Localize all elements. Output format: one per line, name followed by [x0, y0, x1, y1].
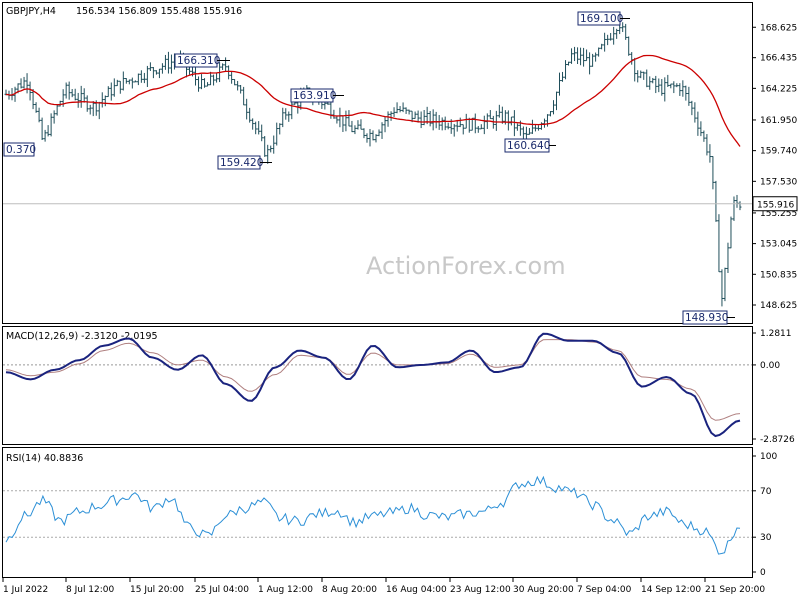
moving-average-line: [5, 54, 741, 147]
x-tick-label: 21 Sep 20:00: [705, 585, 765, 595]
x-tick-label: 8 Aug 20:00: [322, 585, 377, 595]
price-tick-label: 153.045: [760, 240, 797, 250]
macd-tick-label: 0.00: [760, 361, 780, 371]
rsi-line: [5, 475, 741, 555]
x-tick-label: 25 Jul 04:00: [195, 585, 249, 595]
price-tick-label: 166.435: [760, 54, 797, 64]
macd-header: MACD(12,26,9) -2.3120 -2.0195: [6, 331, 158, 342]
price-header-ohlc: 156.534 156.809 155.488 155.916: [76, 6, 242, 17]
macd-tick-label: -2.8726: [760, 435, 795, 445]
price-tick-label: 148.625: [760, 301, 797, 311]
x-tick-label: 16 Aug 04:00: [386, 585, 447, 595]
x-tick-label: 15 Jul 20:00: [130, 585, 184, 595]
price-tick-label: 157.530: [760, 177, 797, 187]
x-tick-label: 1 Aug 12:00: [258, 585, 313, 595]
price-annotation-label: 160.640: [507, 140, 550, 152]
price-annotation-label: 163.910: [293, 90, 336, 102]
macd-main-line: [5, 332, 741, 438]
price-annotation-label: 0.370: [6, 144, 36, 156]
price-annotation-box: [3, 142, 35, 157]
rsi-panel: [2, 447, 753, 578]
price-tick-label: 159.740: [760, 147, 797, 157]
rsi-tick-label: 100: [760, 452, 777, 462]
macd-tick-label: 1.2811: [760, 329, 792, 339]
price-tick-label: 164.225: [760, 84, 797, 94]
price-annotation-label: 159.420: [220, 157, 263, 169]
x-tick-label: 1 Jul 2022: [3, 585, 48, 595]
rsi-tick-label: 0: [760, 568, 766, 578]
macd-panel: [2, 326, 753, 445]
x-tick-label: 7 Sep 04:00: [577, 585, 632, 595]
price-annotation-label: 169.100: [580, 13, 623, 25]
rsi-tick-label: 70: [760, 487, 772, 497]
current-price-box: [752, 196, 798, 212]
price-tick-label: 150.835: [760, 270, 797, 280]
price-panel: [2, 2, 753, 324]
price-tick-label: 168.625: [760, 23, 797, 33]
price-header-symbol: GBPJPY,H4: [6, 6, 56, 17]
price-annotation-label: 166.310: [177, 55, 220, 67]
current-price-label: 155.916: [757, 201, 794, 211]
macd-signal-line: [5, 339, 741, 421]
x-tick-label: 8 Jul 12:00: [66, 585, 115, 595]
watermark: ActionForex.com: [366, 252, 566, 280]
rsi-header: RSI(14) 40.8836: [6, 453, 83, 464]
x-tick-label: 14 Sep 12:00: [641, 585, 701, 595]
x-tick-label: 23 Aug 12:00: [450, 585, 511, 595]
price-tick-label: 161.950: [760, 116, 797, 126]
x-tick-label: 30 Aug 20:00: [513, 585, 574, 595]
rsi-tick-label: 30: [760, 533, 772, 543]
price-annotation-label: 148.930: [685, 312, 728, 324]
price-tick-label: 155.255: [760, 209, 797, 219]
